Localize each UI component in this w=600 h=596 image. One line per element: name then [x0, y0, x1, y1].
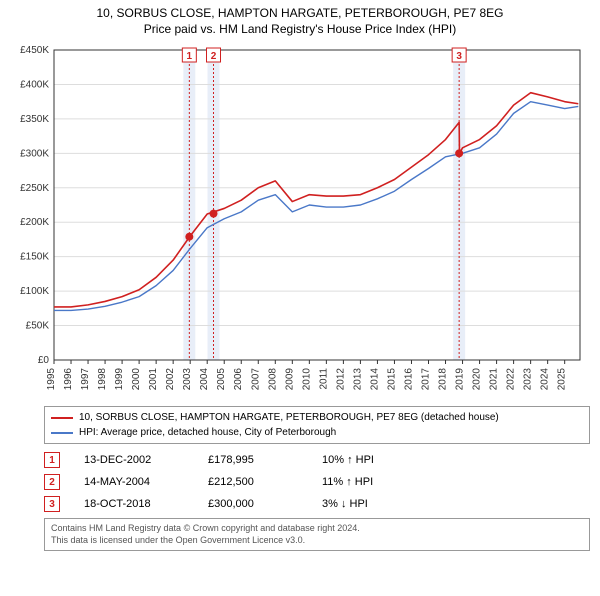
legend-item: 10, SORBUS CLOSE, HAMPTON HARGATE, PETER… [51, 410, 583, 425]
sale-hpi-delta: 10% ↑ HPI [322, 454, 412, 466]
svg-text:3: 3 [456, 51, 462, 62]
svg-text:2024: 2024 [540, 368, 551, 391]
svg-text:2: 2 [211, 51, 217, 62]
sales-table: 1 13-DEC-2002 £178,995 10% ↑ HPI 2 14-MAY-200… [44, 452, 590, 512]
svg-text:2018: 2018 [438, 368, 449, 391]
svg-text:2015: 2015 [386, 368, 397, 391]
svg-text:1997: 1997 [80, 368, 91, 391]
svg-text:2006: 2006 [233, 368, 244, 391]
svg-text:£50K: £50K [26, 321, 50, 332]
price-chart: £0 £50K £100K £150K £200K £250K £300K £350K £400… [10, 40, 590, 400]
svg-text:2011: 2011 [318, 368, 329, 390]
svg-text:1996: 1996 [63, 368, 74, 391]
sale-date: 13-DEC-2002 [84, 454, 184, 466]
svg-text:1999: 1999 [114, 368, 125, 391]
sale-row: 1 13-DEC-2002 £178,995 10% ↑ HPI [44, 452, 590, 468]
svg-text:2022: 2022 [506, 368, 517, 391]
svg-text:£150K: £150K [20, 252, 49, 263]
svg-text:2021: 2021 [489, 368, 500, 391]
sale-date: 14-MAY-2004 [84, 476, 184, 488]
svg-text:2010: 2010 [301, 368, 312, 391]
chart-title: 10, SORBUS CLOSE, HAMPTON HARGATE, PETER… [0, 6, 600, 20]
sale-badge: 2 [44, 474, 60, 490]
sale-date: 18-OCT-2018 [84, 498, 184, 510]
sale-hpi-delta: 11% ↑ HPI [322, 476, 412, 488]
svg-text:£400K: £400K [20, 79, 49, 90]
svg-text:2013: 2013 [352, 368, 363, 391]
sale-badge: 3 [44, 496, 60, 512]
svg-text:2016: 2016 [403, 368, 414, 391]
svg-text:2025: 2025 [557, 368, 568, 391]
legend: 10, SORBUS CLOSE, HAMPTON HARGATE, PETER… [44, 406, 590, 444]
svg-text:£300K: £300K [20, 148, 49, 159]
sale-price: £178,995 [208, 454, 298, 466]
svg-text:1995: 1995 [46, 368, 57, 391]
legend-label: HPI: Average price, detached house, City… [79, 425, 336, 440]
svg-text:2004: 2004 [199, 368, 210, 391]
legend-swatch [51, 432, 73, 434]
chart-subtitle: Price paid vs. HM Land Registry's House … [0, 22, 600, 36]
svg-text:£0: £0 [38, 355, 50, 366]
svg-text:2014: 2014 [369, 368, 380, 391]
svg-text:2007: 2007 [250, 368, 261, 391]
svg-text:2023: 2023 [523, 368, 534, 391]
legend-swatch [51, 417, 73, 419]
svg-text:2002: 2002 [165, 368, 176, 391]
svg-text:£350K: £350K [20, 114, 49, 125]
svg-text:1998: 1998 [97, 368, 108, 391]
sale-price: £212,500 [208, 476, 298, 488]
legend-label: 10, SORBUS CLOSE, HAMPTON HARGATE, PETER… [79, 410, 499, 425]
sale-row: 3 18-OCT-2018 £300,000 3% ↓ HPI [44, 496, 590, 512]
svg-text:2001: 2001 [148, 368, 159, 391]
svg-text:1: 1 [187, 51, 193, 62]
svg-text:£100K: £100K [20, 286, 49, 297]
svg-text:2020: 2020 [472, 368, 483, 391]
legend-item: HPI: Average price, detached house, City… [51, 425, 583, 440]
svg-text:2005: 2005 [216, 368, 227, 391]
svg-text:2008: 2008 [267, 368, 278, 391]
svg-text:2003: 2003 [182, 368, 193, 391]
svg-text:2009: 2009 [284, 368, 295, 391]
svg-text:£450K: £450K [20, 45, 49, 56]
sale-price: £300,000 [208, 498, 298, 510]
footer-line: This data is licensed under the Open Gov… [51, 535, 583, 547]
svg-text:2017: 2017 [420, 368, 431, 391]
svg-text:£250K: £250K [20, 183, 49, 194]
sale-row: 2 14-MAY-2004 £212,500 11% ↑ HPI [44, 474, 590, 490]
footer-line: Contains HM Land Registry data © Crown c… [51, 523, 583, 535]
svg-text:2012: 2012 [335, 368, 346, 391]
svg-text:2019: 2019 [455, 368, 466, 391]
svg-text:2000: 2000 [131, 368, 142, 391]
sale-hpi-delta: 3% ↓ HPI [322, 498, 412, 510]
svg-text:£200K: £200K [20, 217, 49, 228]
sale-badge: 1 [44, 452, 60, 468]
data-attribution: Contains HM Land Registry data © Crown c… [44, 518, 590, 551]
